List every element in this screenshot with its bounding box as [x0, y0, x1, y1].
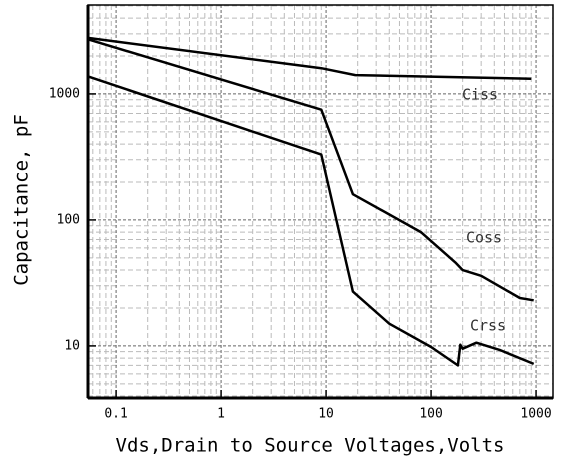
series-line	[88, 75, 535, 367]
x-axis-label: Vds,Drain to Source Voltages,Volts	[116, 435, 505, 457]
plot-frame	[87, 4, 554, 399]
x-tick-label: 0.1	[104, 407, 127, 422]
x-tick-label: 1	[217, 407, 225, 422]
series-label: Coss	[466, 229, 502, 247]
x-tick-label: 10	[318, 407, 334, 422]
x-tick-label: 100	[419, 407, 442, 422]
series-line	[88, 36, 532, 80]
y-axis-label: Capacitance, pF	[11, 114, 33, 286]
series-label: Crss	[470, 317, 506, 335]
x-tick-label: 1000	[520, 407, 551, 422]
y-tick-label: 100	[57, 212, 80, 227]
series-line	[88, 38, 534, 302]
y-tick-label: 10	[64, 338, 80, 353]
y-tick-label: 1000	[49, 86, 80, 101]
series-label: Ciss	[462, 86, 498, 104]
